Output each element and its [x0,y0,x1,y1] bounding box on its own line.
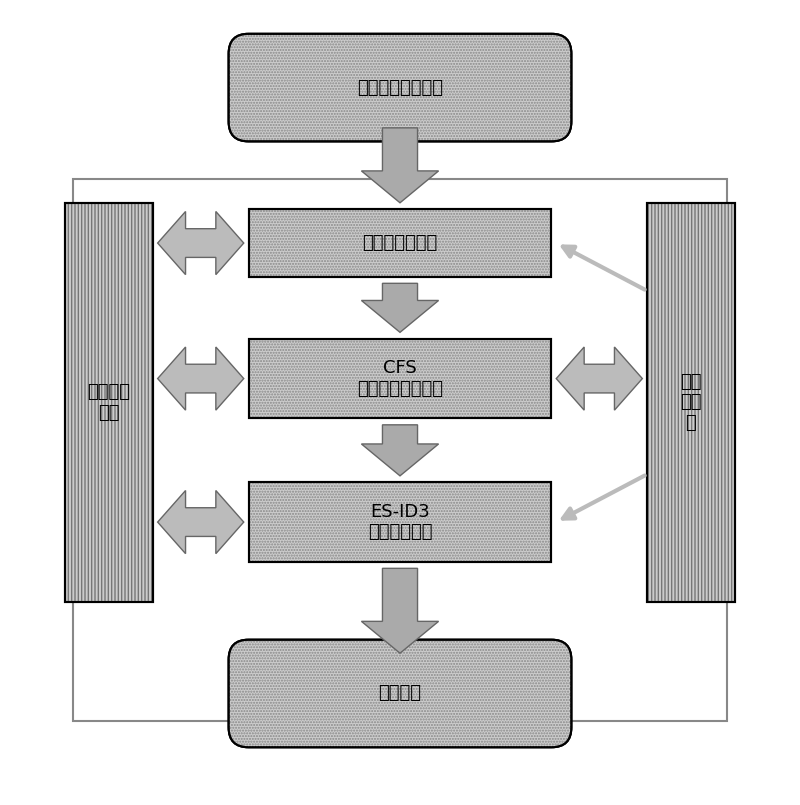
Bar [647,203,735,602]
Bar [65,203,153,602]
Text: 规则存取
模块: 规则存取 模块 [87,383,130,422]
Bar [73,180,727,721]
Polygon shape [362,568,438,653]
Bar [249,482,551,562]
FancyBboxPatch shape [229,34,571,142]
Bar [249,339,551,419]
Text: 中医症候特征信息: 中医症候特征信息 [357,79,443,97]
Bar [65,203,153,602]
Text: ES-ID3
症候辨证模块: ES-ID3 症候辨证模块 [368,502,432,542]
Polygon shape [158,347,244,411]
Polygon shape [556,347,642,411]
Bar [249,339,551,419]
Polygon shape [362,128,438,203]
Polygon shape [158,212,244,275]
Text: 信息预处理模块: 信息预处理模块 [362,234,438,252]
Polygon shape [362,283,438,332]
Polygon shape [158,490,244,554]
FancyBboxPatch shape [229,640,571,747]
Bar [249,209,551,277]
Bar [249,209,551,277]
Bar [249,482,551,562]
Bar [249,482,551,562]
Bar [249,339,551,419]
Bar [65,203,153,602]
Bar [647,203,735,602]
Text: 诊断结果: 诊断结果 [378,684,422,703]
Bar [249,209,551,277]
Polygon shape [362,425,438,476]
Text: 可视
化模
块: 可视 化模 块 [680,373,702,432]
Text: CFS
症候特征提取模块: CFS 症候特征提取模块 [357,359,443,398]
Bar [647,203,735,602]
